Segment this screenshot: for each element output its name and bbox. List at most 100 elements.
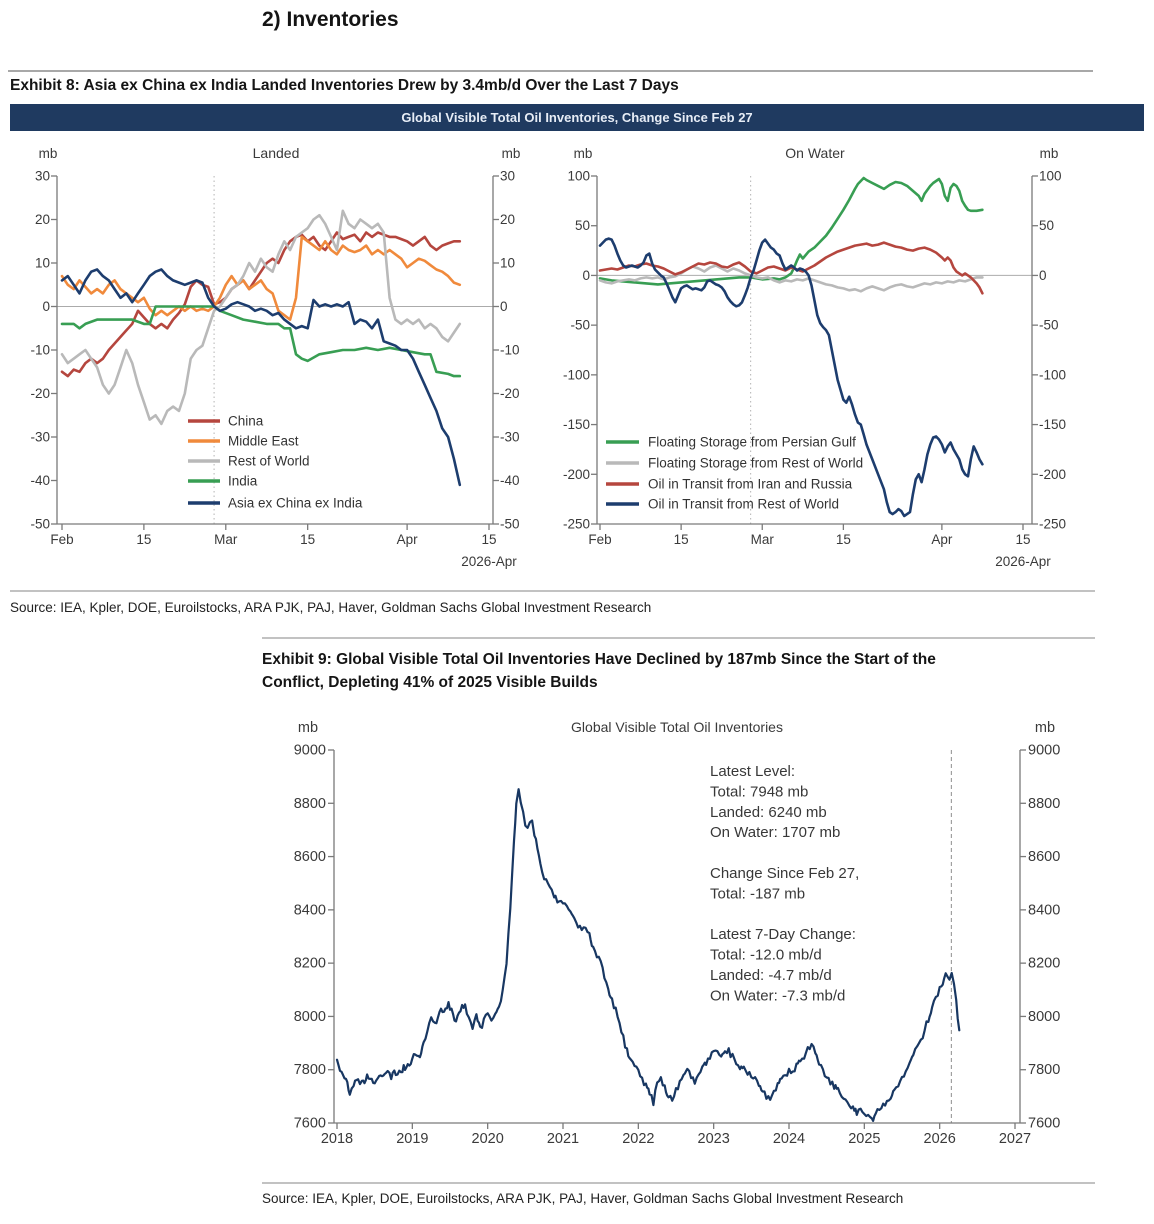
series-oil-in-transit-from-iran-and-russia — [598, 241, 984, 295]
y-tick-label: -250 — [1039, 517, 1066, 532]
y-tick-label: 20 — [35, 212, 50, 227]
x-tick-label: 2021 — [547, 1131, 579, 1147]
legend-item-india: India — [188, 474, 258, 489]
annotation-line: On Water: -7.3 mb/d — [710, 987, 845, 1004]
legend-label: Floating Storage from Persian Gulf — [648, 435, 856, 450]
y-tick-label: 7800 — [294, 1062, 326, 1078]
annotation-line: Landed: -4.7 mb/d — [710, 967, 832, 984]
x-tick-label: 15 — [1015, 532, 1030, 547]
x-tick-label: 2023 — [698, 1131, 730, 1147]
y-tick-label: -50 — [1039, 318, 1059, 333]
legend-item-floating-storage-from-rest-of-world: Floating Storage from Rest of World — [606, 456, 863, 471]
annotation-line: On Water: 1707 mb — [710, 824, 840, 841]
exhibit9-title-line1: Exhibit 9: Global Visible Total Oil Inve… — [262, 651, 936, 668]
x-tick-label: 15 — [300, 532, 315, 547]
annotation-line: Change Since Feb 27, — [710, 865, 859, 882]
x-tick-label: 2026 — [924, 1131, 956, 1147]
unit-label-left: mb — [298, 720, 318, 736]
y-tick-label: -200 — [563, 467, 590, 482]
on-water-inventories-chart: 100 100 50 50 0 0 -50 -50 -100 -100 -150 -150 -200 -2… — [563, 145, 1066, 569]
y-tick-label: -100 — [563, 367, 590, 382]
x-tick-label: 2025 — [848, 1131, 880, 1147]
exhibit9-bottom-divider — [262, 1182, 1095, 1184]
x-tick-label: 2027 — [999, 1131, 1031, 1147]
y-tick-label: 8400 — [1028, 902, 1060, 918]
total-inventories-chart: 9000 9000 8800 8800 8600 8600 8400 8400 8200 8200… — [294, 719, 1061, 1147]
y-tick-label: 20 — [500, 212, 515, 227]
y-tick-label: -50 — [30, 517, 50, 532]
x-tick-label: 15 — [674, 532, 689, 547]
top-divider — [8, 70, 1093, 72]
x-tick-label: 2019 — [396, 1131, 428, 1147]
y-tick-label: 7600 — [1028, 1116, 1060, 1132]
chart-title: Landed — [253, 145, 300, 161]
series-rest-of-world — [60, 209, 462, 426]
y-tick-label: 8800 — [294, 796, 326, 812]
chart-title: Global Visible Total Oil Inventories — [571, 719, 783, 735]
y-tick-label: 8200 — [1028, 956, 1060, 972]
y-tick-label: -10 — [500, 343, 520, 358]
y-tick-label: 9000 — [294, 743, 326, 759]
y-tick-label: -20 — [500, 386, 520, 401]
legend-label: Rest of World — [228, 454, 310, 469]
x-tick-label: Mar — [214, 532, 238, 547]
y-tick-label: 30 — [35, 169, 50, 184]
legend-label: India — [228, 474, 258, 489]
x-tick-label: Apr — [931, 532, 953, 547]
annotation-line: Latest Level: — [710, 763, 795, 780]
exhibit9-title-line2: Conflict, Depleting 41% of 2025 Visible … — [262, 674, 598, 691]
y-tick-label: 8000 — [294, 1009, 326, 1025]
legend-label: Oil in Transit from Iran and Russia — [648, 477, 853, 492]
legend-item-oil-in-transit-from-rest-of-world: Oil in Transit from Rest of World — [606, 497, 839, 512]
exhibit8-bottom-divider — [10, 590, 1095, 592]
y-tick-label: -150 — [563, 417, 590, 432]
unit-label-right: mb — [1035, 720, 1055, 736]
legend-label: Floating Storage from Rest of World — [648, 456, 863, 471]
exhibit8-banner: Global Visible Total Oil Inventories, Ch… — [10, 104, 1144, 131]
legend-item-rest-of-world: Rest of World — [188, 454, 310, 469]
x-tick-label: 15 — [136, 532, 151, 547]
y-tick-label: 8600 — [1028, 849, 1060, 865]
y-tick-label: 0 — [582, 268, 590, 283]
y-tick-label: 100 — [567, 169, 590, 184]
y-tick-label: 10 — [500, 256, 515, 271]
y-tick-label: -40 — [30, 473, 50, 488]
exhibit9-top-divider — [262, 637, 1095, 639]
x-axis-sublabel: 2026-Apr — [461, 554, 517, 569]
x-tick-label: 2020 — [472, 1131, 504, 1147]
legend-label: Asia ex China ex India — [228, 496, 363, 511]
y-tick-label: -200 — [1039, 467, 1066, 482]
annotation-line: Total: -187 mb — [710, 885, 805, 902]
annotation-line: Latest 7-Day Change: — [710, 926, 856, 943]
y-tick-label: 7800 — [1028, 1062, 1060, 1078]
y-tick-label: -50 — [500, 517, 520, 532]
y-tick-label: 8200 — [294, 956, 326, 972]
series-floating-storage-from-persian-gulf — [598, 176, 984, 286]
y-tick-label: -100 — [1039, 367, 1066, 382]
x-tick-label: 15 — [836, 532, 851, 547]
y-tick-label: -30 — [30, 430, 50, 445]
series-asia-ex-china-ex-india — [60, 268, 462, 487]
y-tick-label: -250 — [563, 517, 590, 532]
y-tick-label: -20 — [30, 386, 50, 401]
unit-label-right: mb — [1040, 146, 1059, 161]
series-floating-storage-from-rest-of-world — [598, 264, 984, 293]
series-middle-east — [60, 235, 462, 321]
legend-item-oil-in-transit-from-iran-and-russia: Oil in Transit from Iran and Russia — [606, 477, 853, 492]
legend-item-middle-east: Middle East — [188, 434, 299, 449]
y-tick-label: 0 — [500, 299, 508, 314]
y-tick-label: 7600 — [294, 1116, 326, 1132]
exhibit9-source: Source: IEA, Kpler, DOE, Euroilstocks, A… — [262, 1191, 904, 1206]
y-tick-label: 8800 — [1028, 796, 1060, 812]
exhibit8-source: Source: IEA, Kpler, DOE, Euroilstocks, A… — [10, 600, 652, 615]
x-tick-label: 2018 — [321, 1131, 353, 1147]
legend-item-china: China — [188, 414, 264, 429]
annotation-line: Total: -12.0 mb/d — [710, 947, 822, 964]
unit-label-right: mb — [502, 146, 521, 161]
y-tick-label: 30 — [500, 169, 515, 184]
chart-title: On Water — [785, 145, 845, 161]
x-tick-label: Feb — [50, 532, 73, 547]
y-tick-label: 100 — [1039, 169, 1062, 184]
x-axis-sublabel: 2026-Apr — [995, 554, 1051, 569]
